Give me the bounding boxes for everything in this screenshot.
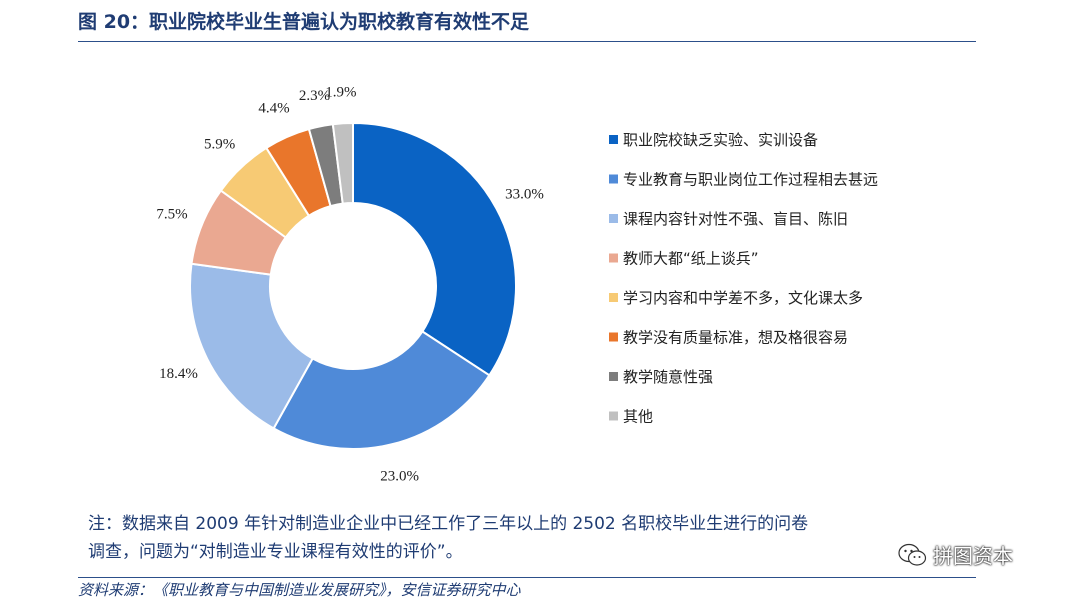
legend-swatch-4 [609,253,618,263]
donut-slice-2 [272,330,491,450]
slice-value-label-7: 2.3% [299,88,330,104]
legend-swatch-1 [609,135,618,144]
slice-value-label-1: 33.0% [505,186,544,202]
donut-slice-3 [189,262,314,430]
donut-slice-8 [331,121,354,205]
chart-note: 注：数据来自 2009 年针对制造业企业中已经工作了三年以上的 2502 名职校… [88,510,978,566]
title-divider [78,41,976,42]
slice-value-label-2: 23.0% [380,468,419,484]
donut-chart: 33.0% 23.0% 18.4% 7.5% 5.9% 4.4% 2.3%1.9% 职业院校缺… [156,84,878,484]
watermark-text: 拼图资本 [933,544,1013,568]
legend-swatch-7 [609,372,618,381]
legend-label-1: 职业院校缺乏实验、实训设备 [623,131,818,149]
wechat-icon [898,543,927,566]
slice-value-label-4: 7.5% [156,206,187,222]
slice-value-label-3: 18.4% [159,366,198,382]
note-line-2: 调查，问题为“对制造业专业课程有效性的评价”。 [88,542,463,562]
donut-slice-1 [352,121,517,377]
legend-label-7: 教学随意性强 [623,368,713,386]
legend-swatch-2 [609,174,618,184]
watermark: 拼图资本 [897,540,1013,569]
note-line-1: 注：数据来自 2009 年针对制造业企业中已经工作了三年以上的 2502 名职校… [88,514,809,534]
slice-value-label-5: 5.9% [204,137,235,153]
source-divider [78,577,976,578]
legend-label-4: 教师大都“纸上谈兵” [623,250,759,268]
slice-value-label-6: 4.4% [258,101,289,117]
legend-label-5: 学习内容和中学差不多，文化课太多 [623,289,863,307]
source-line: 资料来源：《职业教育与中国制造业发展研究》，安信证券研究中心 [78,581,521,599]
legend-label-3: 课程内容针对性不强、盲目、陈旧 [623,210,848,228]
slice-value-label-8: 1.9% [325,84,356,100]
legend-swatch-3 [609,214,618,223]
figure-title: 图 20：职业院校毕业生普遍认为职校教育有效性不足 [78,11,530,33]
legend-swatch-8 [609,411,618,421]
legend-swatch-5 [609,293,618,302]
legend-label-2: 专业教育与职业岗位工作过程相去甚远 [623,171,878,189]
legend-swatch-6 [609,332,618,342]
legend-label-8: 其他 [623,408,653,426]
legend-label-6: 教学没有质量标准，想及格很容易 [623,329,848,347]
